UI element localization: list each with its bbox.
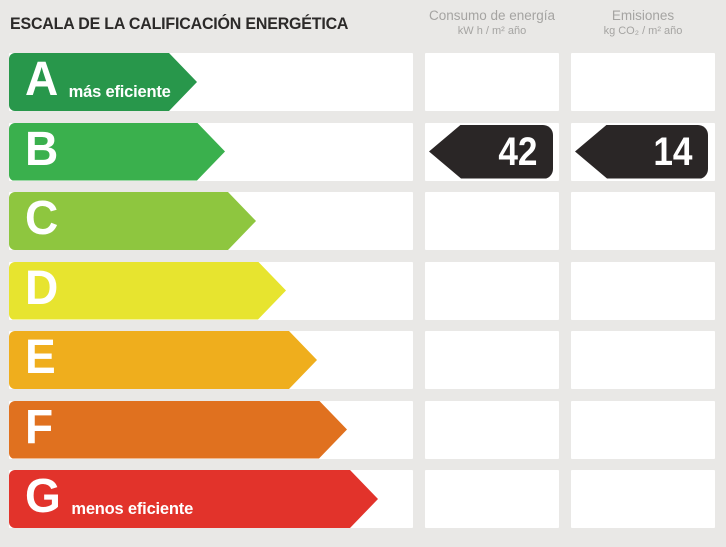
- rating-row: E: [9, 331, 715, 389]
- consumo-value-cell: [425, 331, 559, 389]
- rating-row: C: [9, 192, 715, 250]
- consumo-value-cell: [425, 470, 559, 528]
- rating-arrow: G menos eficiente: [9, 470, 378, 528]
- emisiones-value-cell: [571, 261, 715, 320]
- rating-letter: G: [25, 470, 61, 523]
- rating-letter: D: [25, 261, 59, 315]
- consumo-column-header: Consumo de energía kW h / m² año: [425, 7, 559, 39]
- rating-row: B 42 14: [9, 122, 715, 181]
- rating-row: F: [9, 400, 715, 459]
- header: ESCALA DE LA CALIFICACIÓN ENERGÉTICA Con…: [0, 0, 726, 53]
- consumo-value-cell: [425, 192, 559, 250]
- rating-scale-grid: A más eficiente B 42 14 C D: [9, 53, 715, 540]
- consumo-value-marker: 42: [429, 124, 553, 179]
- rating-row: G menos eficiente: [9, 470, 715, 528]
- emisiones-value-cell: [571, 470, 715, 528]
- consumo-value-cell: 42: [425, 122, 559, 181]
- emisiones-units: kg CO₂ / m² año: [603, 25, 683, 37]
- consumo-label: Consumo de energía: [428, 8, 556, 23]
- rating-letter: C: [25, 192, 59, 245]
- consumo-value-cell: [425, 53, 559, 111]
- emisiones-column-header: Emisiones kg CO₂ / m² año: [571, 7, 715, 39]
- consumo-value-marker-text: 42: [497, 129, 537, 174]
- rating-letter: B: [25, 122, 59, 176]
- rating-letter: F: [25, 400, 54, 454]
- page-title: ESCALA DE LA CALIFICACIÓN ENERGÉTICA: [10, 14, 349, 33]
- scale-cell: D: [9, 261, 413, 320]
- scale-cell: F: [9, 400, 413, 459]
- emisiones-label: Emisiones: [611, 8, 675, 23]
- rating-arrow: D: [9, 262, 286, 320]
- rating-arrow: C: [9, 192, 256, 250]
- emisiones-value-marker: 14: [575, 124, 708, 179]
- rating-arrow: B: [9, 123, 225, 181]
- emisiones-value-cell: [571, 192, 715, 250]
- emisiones-value-cell: [571, 400, 715, 459]
- rating-letter: E: [25, 331, 56, 384]
- emisiones-value-marker-text: 14: [652, 129, 692, 174]
- consumo-value-cell: [425, 400, 559, 459]
- rating-row: A más eficiente: [9, 53, 715, 111]
- scale-cell: B: [9, 122, 413, 181]
- rating-letter: A: [25, 53, 59, 106]
- scale-cell: C: [9, 192, 413, 250]
- consumo-units: kW h / m² año: [457, 25, 527, 37]
- scale-cell: A más eficiente: [9, 53, 413, 111]
- rating-note: más eficiente: [68, 82, 171, 101]
- rating-arrow: F: [9, 401, 347, 459]
- scale-cell: E: [9, 331, 413, 389]
- rating-note: menos eficiente: [71, 499, 194, 518]
- emisiones-value-cell: [571, 53, 715, 111]
- rating-row: D: [9, 261, 715, 320]
- emisiones-value-cell: 14: [571, 122, 715, 181]
- rating-arrow: E: [9, 331, 317, 389]
- consumo-value-cell: [425, 261, 559, 320]
- scale-cell: G menos eficiente: [9, 470, 413, 528]
- emisiones-value-cell: [571, 331, 715, 389]
- rating-arrow: A más eficiente: [9, 53, 197, 111]
